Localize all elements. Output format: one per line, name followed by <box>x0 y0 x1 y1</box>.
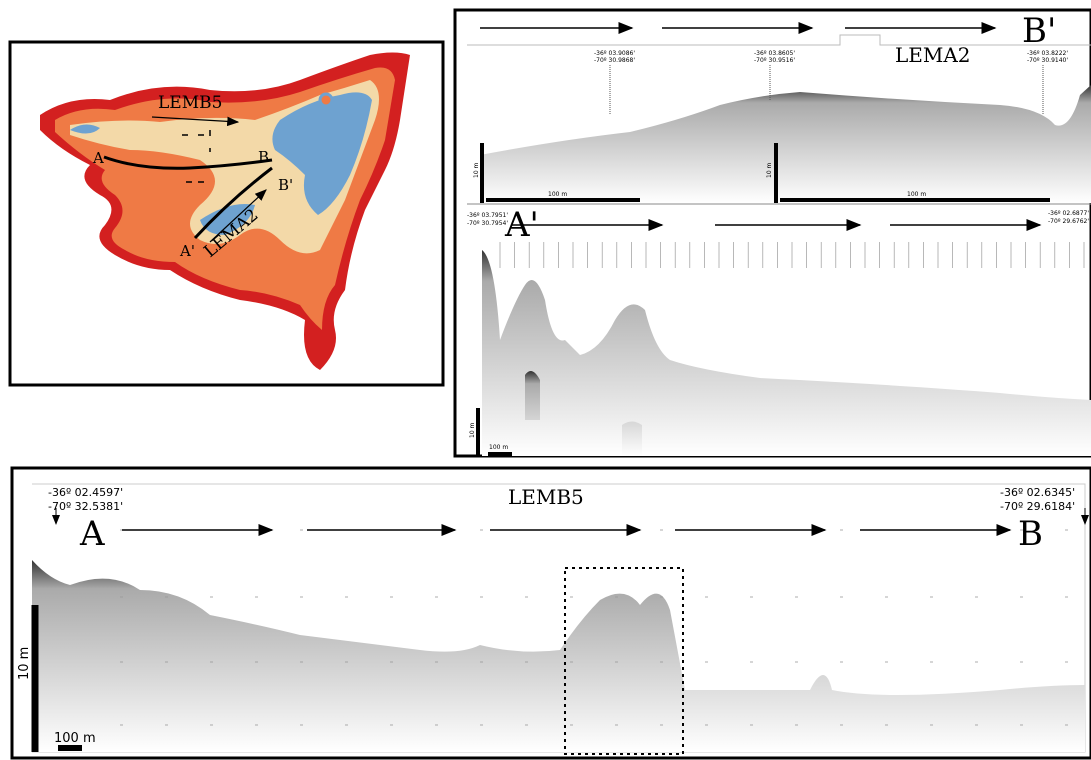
map-label: A' <box>179 242 195 260</box>
coordinate: -36º 03.8605' <box>754 50 795 57</box>
coordinate: -36º 03.8222' <box>1027 50 1068 57</box>
coordinate: -36º 02.6345' <box>1000 486 1075 499</box>
scale-label: 10 m <box>473 162 480 178</box>
lemb5-panel: LEMB5 A B -36º 02.4597' -70º 32.5381' -3… <box>12 468 1091 758</box>
map-panel: LEMB5 LEMA2 A B B' A' <box>10 42 443 385</box>
end-label: B' <box>1022 11 1056 51</box>
map-label: A <box>92 149 104 167</box>
coordinate: -36º 03.7951' <box>467 212 508 219</box>
coordinate: -36º 02.4597' <box>48 486 123 499</box>
page: LEMB5 LEMA2 A B B' A' B' LEMA2 -36º 03.9… <box>0 0 1091 760</box>
map-label: B <box>258 148 269 166</box>
scale-label: 100 m <box>489 444 508 451</box>
coordinate: -70º 29.6762' <box>1048 218 1089 225</box>
profile-title: LEMB5 <box>508 485 584 509</box>
scale-label: 10 m <box>766 162 773 178</box>
island <box>320 94 332 106</box>
profile-title: LEMA2 <box>895 43 971 67</box>
map-label: B' <box>278 176 293 194</box>
coordinate: -70º 30.9140' <box>1027 57 1068 64</box>
coordinate: -70º 32.5381' <box>48 500 123 513</box>
scale-label: 10 m <box>469 422 476 438</box>
lema2-panel: B' LEMA2 -36º 03.9086'-70º 30.9868' -36º … <box>455 10 1091 456</box>
scale-label: 100 m <box>907 191 926 198</box>
map-label: LEMB5 <box>158 93 222 113</box>
start-label: A <box>79 514 105 554</box>
coordinate: -70º 30.7954' <box>467 220 508 227</box>
scale-label: 100 m <box>548 191 567 198</box>
coordinate: -36º 02.6877' <box>1048 210 1089 217</box>
start-label: A' <box>504 205 539 245</box>
coordinate: -70º 30.9516' <box>754 57 795 64</box>
scale-label: 100 m <box>54 731 96 746</box>
figure: LEMB5 LEMA2 A B B' A' B' LEMA2 -36º 03.9… <box>0 0 1091 760</box>
end-label: B <box>1018 514 1043 554</box>
trace-ticks <box>500 242 1084 268</box>
coordinate: -36º 03.9086' <box>594 50 635 57</box>
coordinate: -70º 29.6184' <box>1000 500 1075 513</box>
coordinate: -70º 30.9868' <box>594 57 635 64</box>
scale-label: 10 m <box>17 647 32 680</box>
